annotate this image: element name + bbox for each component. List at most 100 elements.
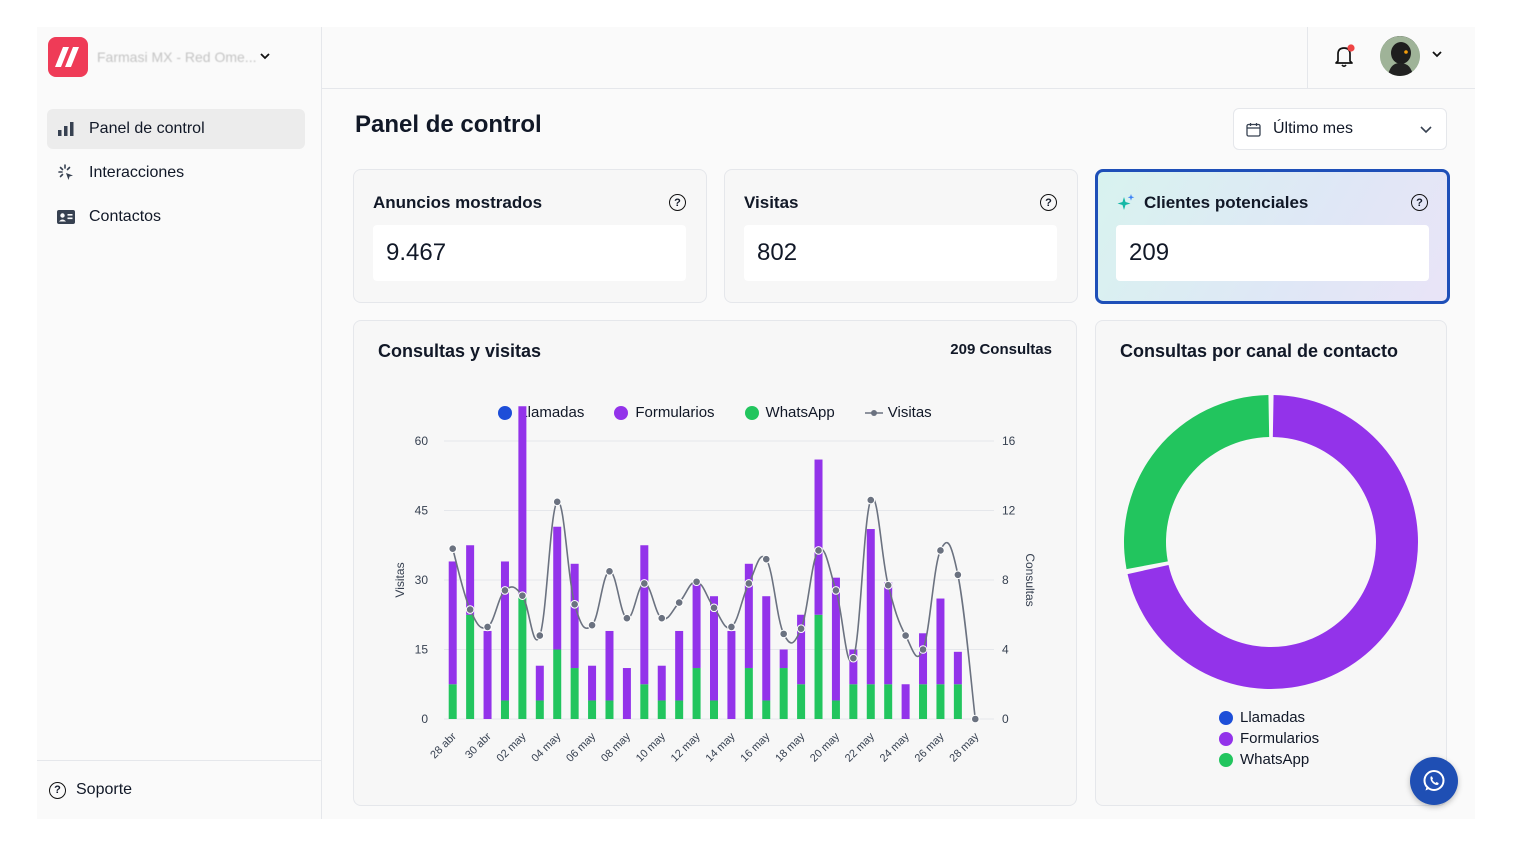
bar-formularios (849, 649, 858, 685)
calendar-icon (1246, 122, 1261, 137)
stat-title: Clientes potenciales (1144, 193, 1309, 212)
point-visitas (918, 645, 928, 654)
help-circle-icon[interactable]: ? (669, 194, 686, 211)
x-tick-label: 08 may (599, 730, 633, 764)
stat-title: Anuncios mostrados (373, 193, 543, 212)
sidebar-item-contactos[interactable]: Contactos (47, 197, 305, 237)
period-label: Último mes (1273, 120, 1354, 137)
sidebar-item-label: Panel de control (89, 120, 205, 137)
point-visitas (552, 497, 562, 507)
app-window: Farmasi MX - Red Ome... Panel de control… (37, 27, 1475, 819)
stat-title: Visitas (744, 193, 799, 212)
legend-item-formularios[interactable]: Formularios (614, 404, 715, 421)
bar-formularios (727, 630, 736, 719)
bar-formularios (779, 649, 788, 669)
support-link[interactable]: ? Soporte (49, 781, 132, 799)
y-axis-label: Visitas (393, 562, 407, 597)
bar-whatsapp (866, 684, 875, 719)
notification-bell-icon[interactable] (1333, 43, 1357, 69)
help-circle-icon[interactable]: ? (1040, 194, 1057, 211)
bar-formularios (483, 630, 492, 719)
sidebar-item-panel-de-control[interactable]: Panel de control (47, 109, 305, 149)
bar-formularios (866, 529, 875, 685)
legend-item-whatsapp[interactable]: WhatsApp (1219, 749, 1319, 770)
chart-title: Consultas por canal de contacto (1120, 341, 1399, 361)
bar-formularios (553, 526, 562, 650)
legend-swatch (1219, 710, 1233, 725)
legend-item-whatsapp[interactable]: WhatsApp (744, 404, 835, 421)
x-tick-label: 22 may (843, 730, 877, 764)
point-visitas (518, 591, 527, 600)
account-switcher[interactable]: Farmasi MX - Red Ome... (48, 36, 271, 78)
stat-card-visitas: Visitas ? 802 (724, 169, 1078, 303)
y-tick-label: 60 (415, 434, 429, 448)
y-tick-label: 15 (415, 643, 429, 657)
point-visitas (587, 620, 597, 630)
point-visitas (622, 613, 632, 623)
sidebar-item-interacciones[interactable]: Interacciones (47, 153, 305, 193)
page-title: Panel de control (355, 111, 542, 138)
chart-title: Consultas y visitas (378, 341, 542, 361)
legend-swatch (614, 405, 629, 420)
bar-formularios (831, 577, 840, 701)
x-tick-label: 06 may (564, 730, 598, 764)
legend-swatch (498, 405, 513, 420)
point-visitas (709, 603, 719, 613)
point-visitas (953, 570, 963, 580)
line-marker-icon (864, 409, 883, 416)
point-visitas (866, 495, 876, 505)
legend-item-visitas[interactable]: Visitas (864, 404, 932, 421)
sidebar: Farmasi MX - Red Ome... Panel de control… (37, 27, 322, 819)
whatsapp-icon (1423, 770, 1445, 791)
help-circle-icon[interactable]: ? (1411, 194, 1428, 211)
bar-formularios (570, 563, 579, 669)
user-avatar[interactable] (1380, 36, 1420, 76)
y-tick-label: 30 (415, 573, 429, 587)
bar-formularios (640, 545, 649, 685)
point-visitas (761, 554, 771, 564)
point-visitas (831, 586, 841, 595)
bar-whatsapp (831, 700, 840, 719)
stat-card-clientes-potenciales: Clientes potenciales ? 209 (1095, 169, 1450, 304)
donut-legend: Llamadas Formularios WhatsApp (1219, 707, 1319, 770)
brand-logo (48, 37, 88, 77)
bar-whatsapp (884, 684, 893, 719)
chart-card-consultas-visitas: Consultas y visitas 209 Consultas Llamad… (353, 320, 1077, 806)
whatsapp-chat-button[interactable] (1410, 757, 1458, 805)
bar-whatsapp (779, 668, 788, 719)
point-visitas (465, 605, 475, 614)
legend-swatch (744, 405, 759, 420)
bar-whatsapp (762, 700, 771, 719)
bar-formularios (884, 582, 893, 685)
bar-whatsapp (675, 700, 684, 719)
bar-whatsapp (570, 668, 579, 719)
bar-formularios (919, 633, 928, 685)
chevron-down-icon[interactable] (1432, 49, 1442, 61)
point-visitas (500, 586, 510, 595)
legend-item-llamadas[interactable]: Llamadas (498, 404, 584, 421)
x-tick-label: 20 may (808, 730, 842, 764)
bar-whatsapp (500, 700, 509, 719)
legend-swatch (1219, 752, 1233, 767)
x-tick-label: 26 may (913, 730, 947, 764)
x-tick-label: 02 may (495, 730, 529, 764)
legend-label: WhatsApp (1240, 751, 1310, 768)
stat-value: 802 (744, 225, 1057, 281)
legend-item-formularios[interactable]: Formularios (1219, 728, 1319, 749)
bar-formularios (953, 651, 962, 685)
top-bar (322, 27, 1475, 89)
sidebar-footer: ? Soporte (37, 760, 321, 819)
legend-swatch (1219, 731, 1233, 746)
legend-item-llamadas[interactable]: Llamadas (1219, 707, 1319, 728)
x-tick-label: 16 may (738, 730, 772, 764)
bar-whatsapp (535, 700, 544, 719)
bar-whatsapp (953, 684, 962, 719)
bar-formularios (936, 598, 945, 685)
point-visitas (605, 567, 614, 576)
point-visitas (448, 544, 458, 554)
bar-formularios (744, 563, 753, 669)
sidebar-nav: Panel de control Interacciones Contactos (47, 109, 305, 241)
bar-whatsapp (710, 700, 718, 719)
period-select[interactable]: Último mes (1233, 108, 1447, 150)
legend-label: Formularios (1240, 730, 1320, 747)
